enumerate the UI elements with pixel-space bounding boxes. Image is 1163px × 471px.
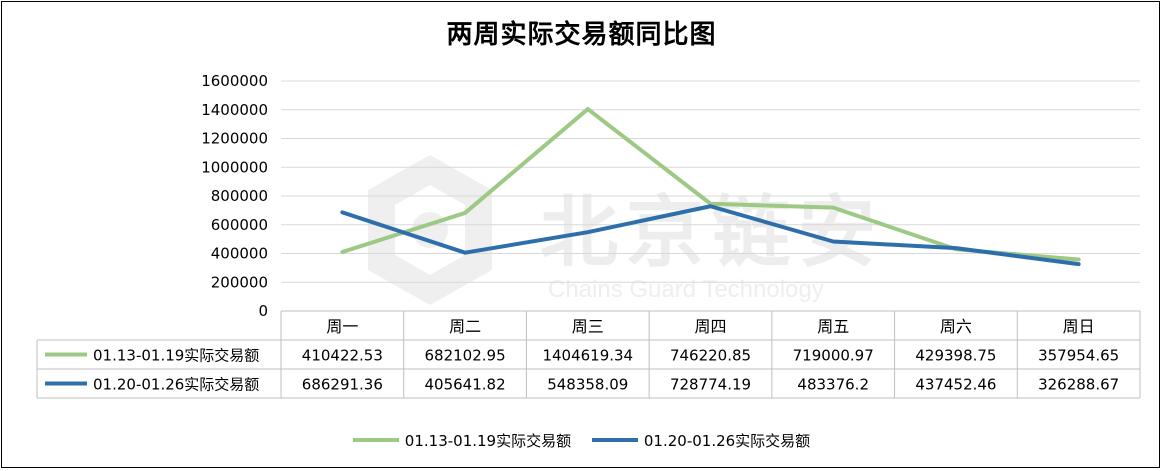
data-table: 周一 周二 周三 周四 周五 周六 周日 01.13-01.19实际交易额 410422.53 6… xyxy=(36,310,1141,399)
legend-swatch-series-2 xyxy=(591,438,638,442)
data-label: 686291.36 xyxy=(302,376,383,394)
y-axis-labels: 0 200000 400000 600000 800000 1000000 1200000 1… xyxy=(201,72,268,320)
data-label: 682102.95 xyxy=(425,347,506,365)
data-label: 326288.67 xyxy=(1038,376,1119,394)
y-tick-label: 1000000 xyxy=(201,158,268,176)
data-label: 357954.65 xyxy=(1038,347,1119,365)
y-tick-label: 1200000 xyxy=(201,130,268,148)
legend: 01.13-01.19实际交易额 01.20-01.26实际交易额 xyxy=(0,428,1163,451)
x-tick-label: 周二 xyxy=(449,317,481,336)
data-label: 548358.09 xyxy=(547,376,628,394)
watermark-text-en: Chains Guard Technology xyxy=(548,276,824,303)
x-tick-label: 周三 xyxy=(572,317,604,336)
legend-item-series-2: 01.20-01.26实际交易额 xyxy=(591,430,811,451)
y-tick-label: 1600000 xyxy=(201,72,268,90)
data-label: 746220.85 xyxy=(670,347,751,365)
data-label: 728774.19 xyxy=(670,376,751,394)
series-line-1 xyxy=(340,107,1081,262)
chart-title: 两周实际交易额同比图 xyxy=(446,20,717,50)
watermark-logo-icon xyxy=(368,155,492,305)
y-tick-label: 0 xyxy=(258,302,268,320)
legend-swatch-series-1 xyxy=(352,438,399,442)
y-tick-label: 600000 xyxy=(211,216,268,234)
x-tick-label: 周五 xyxy=(817,317,849,336)
table-series-name: 01.20-01.26实际交易额 xyxy=(93,376,259,394)
x-tick-label: 周一 xyxy=(326,317,358,336)
data-label: 405641.82 xyxy=(425,376,506,394)
data-label: 429398.75 xyxy=(915,347,996,365)
y-tick-label: 800000 xyxy=(211,187,268,205)
x-tick-label: 周四 xyxy=(694,317,726,336)
data-label: 410422.53 xyxy=(302,347,383,365)
series-lines xyxy=(340,107,1081,267)
legend-label-series-2: 01.20-01.26实际交易额 xyxy=(643,431,811,450)
data-label: 1404619.34 xyxy=(542,347,633,365)
data-label: 719000.97 xyxy=(793,347,874,365)
table-series-name: 01.13-01.19实际交易额 xyxy=(93,347,259,365)
x-tick-label: 周日 xyxy=(1063,317,1095,336)
y-tick-label: 200000 xyxy=(211,273,268,291)
legend-item-series-1: 01.13-01.19实际交易额 xyxy=(352,430,572,451)
legend-label-series-1: 01.13-01.19实际交易额 xyxy=(404,431,572,450)
data-label: 483376.2 xyxy=(797,376,869,394)
data-label: 437452.46 xyxy=(915,376,996,394)
y-tick-label: 400000 xyxy=(211,245,268,263)
y-tick-label: 1400000 xyxy=(201,101,268,119)
x-tick-label: 周六 xyxy=(940,317,972,336)
